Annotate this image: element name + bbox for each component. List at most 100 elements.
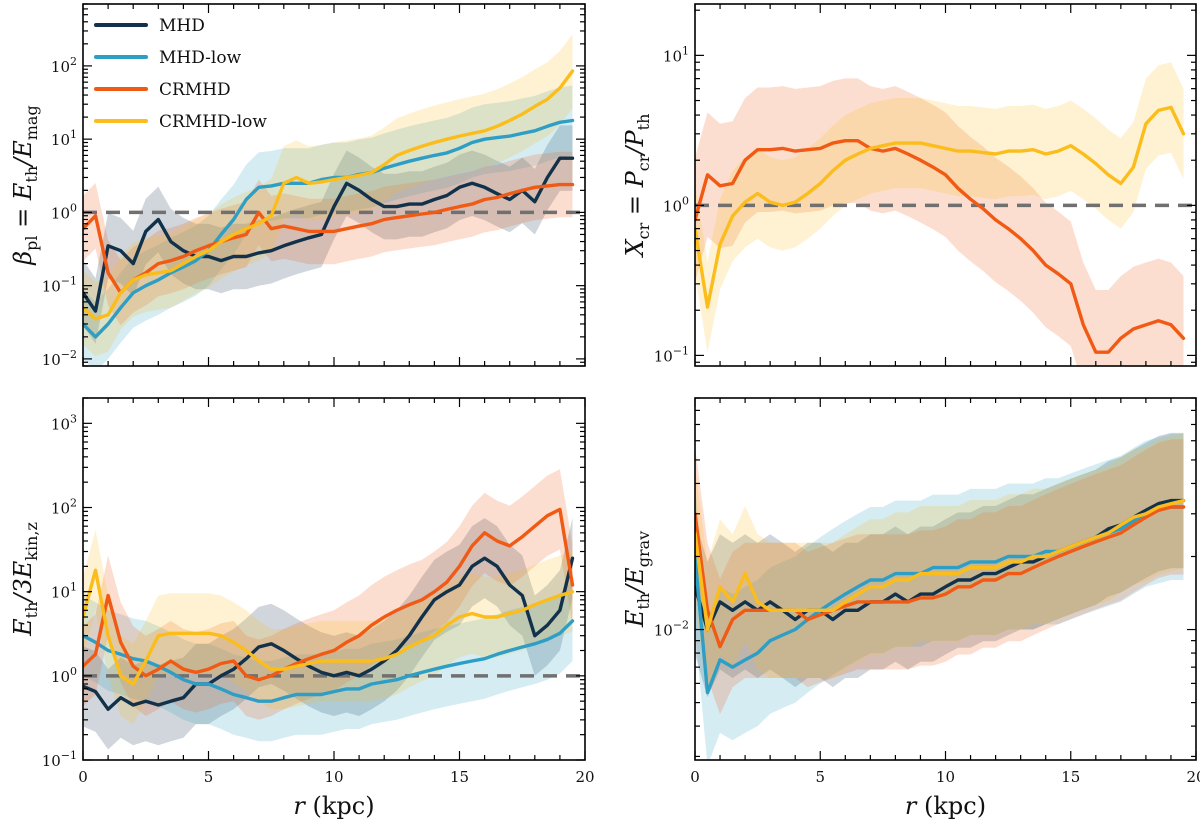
y-label-symbol: /3E xyxy=(9,560,37,603)
x-tick-label: 15 xyxy=(450,768,469,786)
y-tick-base: 10 xyxy=(654,622,673,640)
y-tick-base: 10 xyxy=(51,131,70,149)
y-tick-exponent: −2 xyxy=(673,619,689,632)
y-tick-base: 10 xyxy=(663,47,682,65)
x-tick-label: 20 xyxy=(575,768,594,786)
y-label-sub: pl xyxy=(22,235,41,250)
x-axis-label-unit: (kpc) xyxy=(916,792,986,820)
y-tick-label: 101 xyxy=(663,44,689,65)
y-tick-label: 10−2 xyxy=(654,619,689,640)
legend-label-mhd-low: MHD-low xyxy=(159,48,242,68)
x-axis-label-var: r xyxy=(293,792,306,820)
y-tick-label: 10−1 xyxy=(42,275,77,296)
y-tick-label: 103 xyxy=(51,412,77,433)
y-tick-exponent: 3 xyxy=(70,412,77,425)
y-tick-exponent: −1 xyxy=(673,344,689,357)
plot-area xyxy=(695,432,1186,760)
band-crmhd-low xyxy=(695,62,1184,353)
series-line-mhd xyxy=(83,556,575,711)
y-axis-label: Eth/Egrav xyxy=(621,531,653,628)
y-label-sub: cr xyxy=(634,222,653,239)
band-crmhd xyxy=(83,469,573,720)
y-label-sub: mag xyxy=(22,105,41,140)
y-label-symbol: E xyxy=(621,609,649,628)
y-label-sub: cr xyxy=(634,154,653,171)
series-line-crmhd xyxy=(695,138,1186,354)
x-axis-label: r (kpc) xyxy=(905,792,986,820)
y-label-sub: th xyxy=(22,166,41,183)
series-line-mhd xyxy=(695,498,1186,632)
y-label-symbol: = P xyxy=(621,170,649,222)
series-line-crmhd-low xyxy=(83,568,575,686)
y-tick-label: 100 xyxy=(663,194,689,215)
y-label-sub: th xyxy=(634,593,653,610)
y-tick-base: 10 xyxy=(42,278,61,296)
band-crmhd xyxy=(695,439,1184,715)
y-tick-label: 102 xyxy=(51,497,77,518)
y-tick-exponent: 1 xyxy=(682,44,689,57)
y-tick-base: 10 xyxy=(663,197,682,215)
y-tick-exponent: 2 xyxy=(70,497,77,510)
y-tick-exponent: −1 xyxy=(61,275,77,288)
y-label-symbol: E xyxy=(9,618,37,637)
band-crmhd-low xyxy=(695,432,1184,698)
y-label-symbol: /E xyxy=(621,567,649,595)
band-crmhd-low xyxy=(83,530,573,725)
x-tick-label: 15 xyxy=(1061,768,1080,786)
y-tick-exponent: 0 xyxy=(70,201,77,214)
y-tick-base: 10 xyxy=(51,204,70,222)
y-tick-exponent: 1 xyxy=(70,581,77,594)
y-tick-label: 101 xyxy=(51,128,77,149)
x-axis-label-unit: (kpc) xyxy=(305,792,375,820)
y-tick-exponent: 2 xyxy=(70,55,77,68)
series-line-crmhd xyxy=(83,182,575,295)
x-tick-label: 5 xyxy=(204,768,214,786)
legend-label-crmhd: CRMHD xyxy=(159,80,231,100)
legend-label-mhd: MHD xyxy=(159,16,205,36)
y-tick-base: 10 xyxy=(654,347,673,365)
y-tick-label: 102 xyxy=(51,55,77,76)
y-label-symbol: β xyxy=(9,251,37,266)
y-tick-base: 10 xyxy=(51,415,70,433)
y-tick-base: 10 xyxy=(42,752,61,770)
y-tick-label: 100 xyxy=(51,201,77,222)
x-tick-label: 20 xyxy=(1186,768,1200,786)
series-line-crmhd-low xyxy=(83,69,575,321)
y-label-sub: th xyxy=(22,602,41,619)
y-tick-label: 100 xyxy=(51,665,77,686)
y-axis-label: Xcr = Pcr/Pth xyxy=(621,114,653,259)
band-crmhd-low xyxy=(83,34,573,357)
y-tick-exponent: 1 xyxy=(70,128,77,141)
plot-area xyxy=(695,62,1196,366)
band-mhd-low xyxy=(83,85,573,366)
x-tick-label: 0 xyxy=(78,768,88,786)
y-tick-base: 10 xyxy=(51,500,70,518)
y-tick-base: 10 xyxy=(51,584,70,602)
y-tick-base: 10 xyxy=(51,58,70,76)
y-tick-label: 10−2 xyxy=(42,348,77,369)
x-axis-label-var: r xyxy=(905,792,918,820)
x-tick-label: 5 xyxy=(815,768,825,786)
y-label-symbol: /E xyxy=(9,140,37,168)
y-tick-label: 10−1 xyxy=(654,344,689,365)
band-mhd xyxy=(83,125,573,344)
x-tick-label: 10 xyxy=(936,768,955,786)
y-label-symbol: /P xyxy=(621,129,649,156)
y-tick-label: 10−1 xyxy=(42,749,77,770)
series-line-crmhd-low xyxy=(695,498,1186,632)
series-line-crmhd-low xyxy=(695,105,1186,309)
y-label-sub: kin,z xyxy=(22,522,41,561)
series-line-mhd-low xyxy=(83,118,575,339)
y-tick-base: 10 xyxy=(51,668,70,686)
series-line-mhd xyxy=(83,156,575,313)
y-label-symbol: X xyxy=(621,238,649,258)
y-tick-base: 10 xyxy=(42,351,61,369)
series-line-crmhd xyxy=(83,507,575,682)
y-label-symbol: = E xyxy=(9,182,37,235)
y-tick-exponent: −1 xyxy=(61,749,77,762)
plot-area xyxy=(83,34,585,366)
